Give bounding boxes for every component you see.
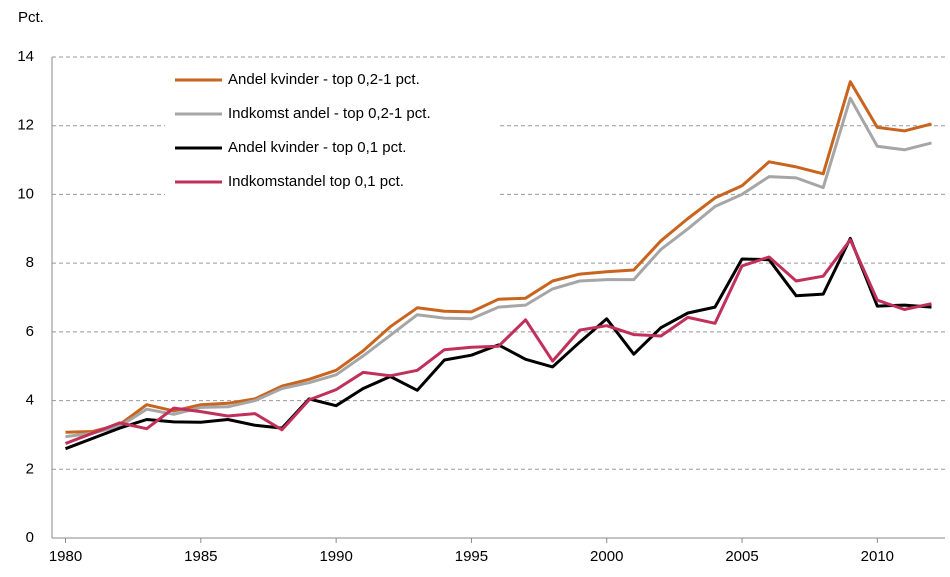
x-tick-label: 1995	[455, 548, 488, 565]
legend-label: Indkomst andel - top 0,2-1 pct.	[228, 105, 431, 122]
legend-label: Andel kvinder - top 0,2-1 pct.	[228, 71, 420, 88]
y-tick-label: 10	[17, 185, 34, 202]
series-line	[65, 80, 932, 434]
x-tick-label: 2000	[590, 548, 623, 565]
y-tick-label: 14	[17, 48, 34, 65]
y-tick-label: 6	[26, 323, 34, 340]
x-tick-label: 2005	[725, 548, 758, 565]
y-tick-label: 4	[26, 392, 34, 409]
series-line	[64, 238, 932, 445]
y-tick-label: 0	[26, 529, 34, 546]
y-axis-label: Pct.	[18, 9, 44, 26]
legend-background	[165, 64, 500, 210]
y-tick-label: 8	[26, 254, 34, 271]
legend-label: Indkomstandel top 0,1 pct.	[228, 173, 404, 190]
legend-label: Andel kvinder - top 0,1 pct.	[228, 139, 406, 156]
x-tick-label: 1990	[319, 548, 352, 565]
series-line	[64, 236, 932, 451]
x-tick-label: 1980	[49, 548, 82, 565]
x-tick-label: 2010	[861, 548, 894, 565]
series-line	[65, 96, 932, 439]
x-tick-label: 1985	[184, 548, 217, 565]
y-tick-label: 2	[26, 460, 34, 477]
y-tick-label: 12	[17, 117, 34, 134]
